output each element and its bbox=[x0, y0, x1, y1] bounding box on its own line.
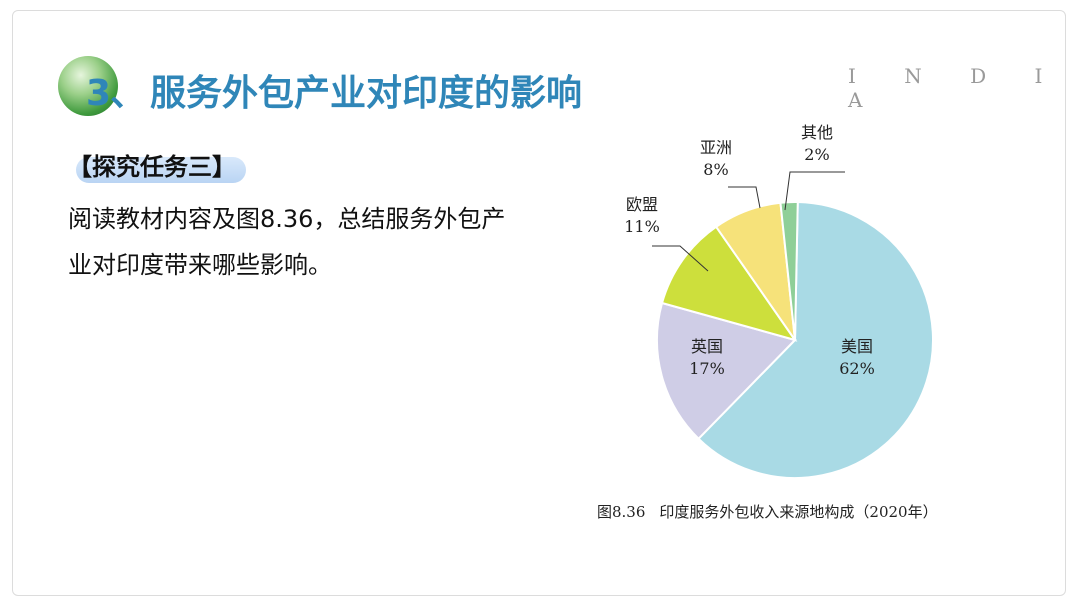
pie-slice-value-1: 62% bbox=[839, 359, 875, 378]
pie-leader-line-3 bbox=[652, 245, 709, 272]
pie-slices bbox=[656, 201, 934, 480]
pie-slice-value-3: 11% bbox=[624, 217, 660, 236]
caption-figure-number: 图8.36 bbox=[597, 503, 646, 521]
instruction-line-2: 业对印度带来哪些影响。 bbox=[68, 251, 332, 279]
pie-slice-name-2: 英国 bbox=[691, 337, 723, 356]
chart-caption: 图8.36 印度服务外包收入来源地构成（2020年） bbox=[597, 501, 952, 522]
pie-slice-5 bbox=[779, 201, 799, 341]
pie-slice-value-5: 2% bbox=[804, 145, 829, 164]
pie-slice-name-4: 亚洲 bbox=[700, 138, 732, 157]
pie-slice-3 bbox=[660, 225, 798, 342]
pie-slice-2 bbox=[656, 301, 797, 441]
pie-leader-lines bbox=[652, 171, 845, 272]
task-tag: 【探究任务三】 bbox=[68, 153, 236, 181]
india-decoration-text: I N D I A bbox=[848, 64, 1064, 112]
pie-slice-value-4: 8% bbox=[703, 160, 728, 179]
title-circle-decoration bbox=[58, 56, 118, 116]
task-tag-highlight bbox=[76, 157, 246, 183]
pie-slice-name-3: 欧盟 bbox=[626, 195, 658, 214]
caption-title: 印度服务外包收入来源地构成（2020年） bbox=[659, 503, 938, 521]
task-instructions: 阅读教材内容及图8.36，总结服务外包产 业对印度带来哪些影响。 bbox=[68, 196, 568, 288]
section-number: 3、 bbox=[86, 73, 146, 114]
pie-slice-name-1: 美国 bbox=[841, 337, 873, 356]
pie-leader-line-4 bbox=[728, 186, 761, 209]
pie-labels: 美国 62% 英国 17% 欧盟 11% 亚洲 8% 其他 2% bbox=[624, 123, 875, 378]
instruction-line-1: 阅读教材内容及图8.36，总结服务外包产 bbox=[68, 205, 506, 233]
pie-slice-1 bbox=[697, 201, 934, 480]
page-title: 服务外包产业对印度的影响 bbox=[150, 73, 583, 114]
pie-slice-value-2: 17% bbox=[689, 359, 725, 378]
pie-slice-name-5: 其他 bbox=[801, 123, 833, 142]
pie-leader-line-5 bbox=[784, 171, 845, 211]
pie-chart: 美国 62% 英国 17% 欧盟 11% 亚洲 8% 其他 2% bbox=[624, 123, 934, 480]
